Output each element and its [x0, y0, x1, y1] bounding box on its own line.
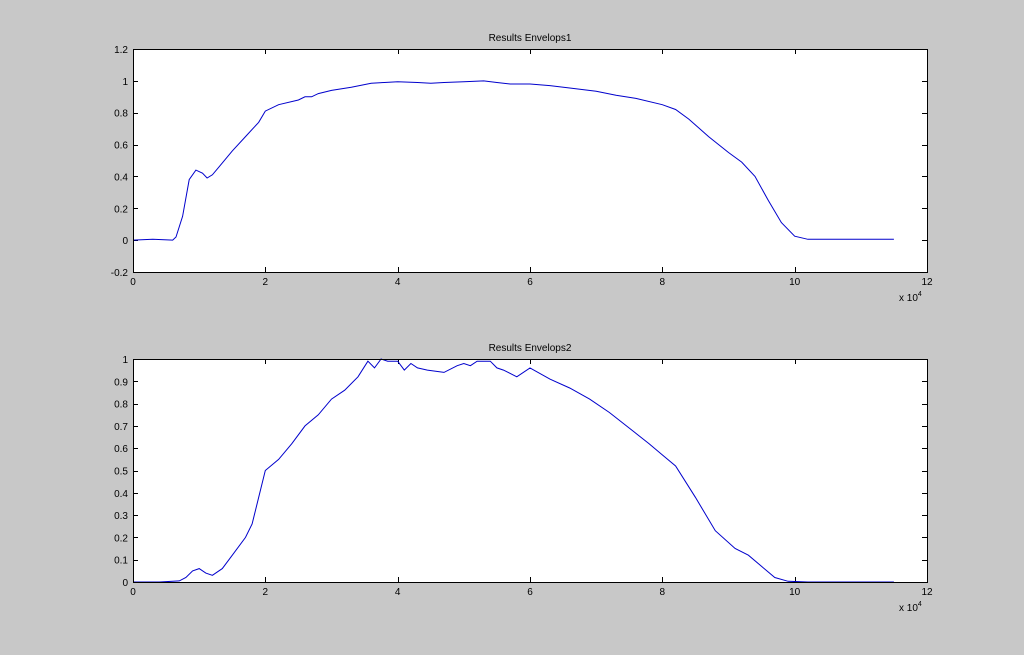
x-tick-label: 2	[263, 587, 269, 598]
y-tick-label: 0.7	[114, 422, 128, 433]
axes-background	[133, 49, 927, 272]
x-tick-label: 12	[921, 277, 933, 288]
x-tick-label: 10	[789, 587, 801, 598]
y-tick-label: 0.9	[114, 377, 128, 388]
y-tick-label: 0	[122, 578, 128, 589]
subplot-envelops2: Results Envelops2 0 2 4 6 8 10 12 0 0.1 0.2 0.3 0.…	[114, 343, 933, 614]
y-tick-label: 0.5	[114, 467, 128, 478]
subplot-envelops1: Results Envelops1 0 2 4 6 8 10 12 -0.200.20.40…	[111, 33, 933, 304]
y-tick-label: 0.6	[114, 444, 128, 455]
y-tick-label: 1.2	[114, 45, 128, 56]
y-tick-label: 0.6	[114, 141, 128, 152]
x-tick-label: 6	[527, 587, 533, 598]
x-tick-label: 12	[921, 587, 933, 598]
axes-frame	[133, 359, 928, 583]
y-ticks: 0 0.1 0.2 0.3 0.4 0.5 0.6 0.7 0.8 0.9 1	[114, 355, 927, 589]
y-tick-label: 1	[122, 355, 128, 366]
y-tick-label: 1	[122, 77, 128, 88]
axes-background	[133, 359, 927, 582]
x-tick-label: 2	[263, 277, 269, 288]
chart-title: Results Envelops1	[489, 33, 572, 44]
y-tick-label: 0.4	[114, 489, 128, 500]
y-tick-label: -0.2	[111, 268, 129, 279]
x-tick-label: 10	[789, 277, 801, 288]
x-tick-label: 8	[660, 277, 666, 288]
y-tick-label: 0.2	[114, 533, 128, 544]
x-multiplier-label: x 104	[899, 291, 922, 304]
chart-title: Results Envelops2	[489, 343, 572, 354]
x-tick-label: 0	[130, 587, 136, 598]
series-line	[133, 358, 894, 583]
x-tick-label: 4	[395, 587, 401, 598]
axes-frame	[133, 49, 928, 273]
y-tick-label: 0.8	[114, 400, 128, 411]
y-tick-label: 0	[122, 236, 128, 247]
y-tick-label: 0.8	[114, 109, 128, 120]
y-tick-label: 0.3	[114, 511, 128, 522]
y-ticks: -0.2 0 0.2 0.4 0.6 0.8 1 1.2	[111, 45, 927, 279]
y-tick-label: 0.4	[114, 172, 128, 183]
x-tick-label: 4	[395, 277, 401, 288]
x-multiplier-label: x 104	[899, 601, 922, 614]
y-tick-label: 0.1	[114, 556, 128, 567]
y-tick-label: 0.2	[114, 204, 128, 215]
x-tick-label: 8	[660, 587, 666, 598]
x-tick-label: 0	[130, 277, 136, 288]
x-ticks: 0 2 4 6 8 10 12	[130, 49, 933, 288]
series-line	[132, 80, 894, 241]
x-tick-label: 6	[527, 277, 533, 288]
